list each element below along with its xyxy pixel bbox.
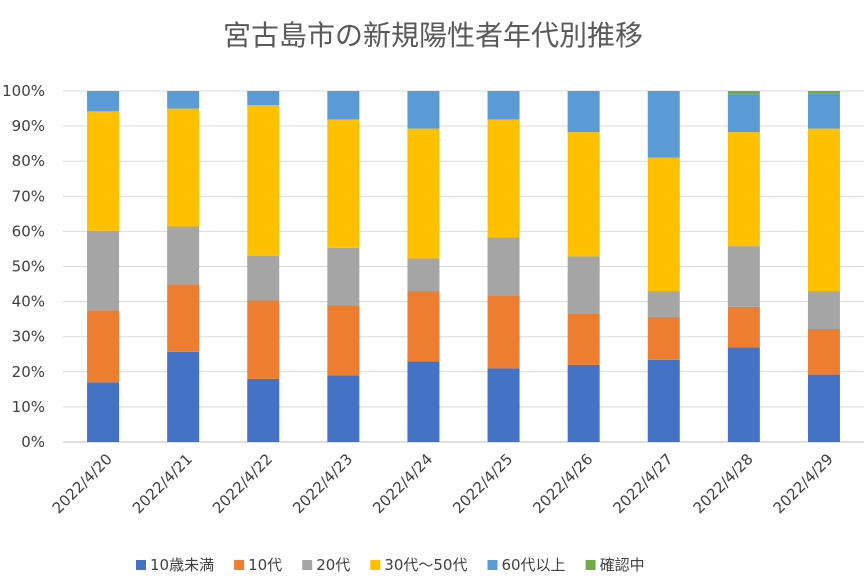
- bar-segment: [807, 374, 840, 442]
- x-tick-label: 2022/4/27: [609, 450, 676, 517]
- legend-label: 確認中: [600, 556, 645, 574]
- bar-segment: [407, 361, 440, 442]
- bar-segment: [647, 91, 680, 158]
- bars: [87, 91, 840, 442]
- x-tick-label: 2022/4/28: [690, 450, 757, 517]
- bar-segment: [327, 305, 360, 376]
- bar-segment: [727, 132, 760, 247]
- y-tick-label: 40%: [12, 293, 45, 311]
- x-tick-label: 2022/4/22: [209, 450, 276, 517]
- bar-segment: [567, 364, 600, 442]
- bar-segment: [167, 226, 200, 285]
- x-tick-label: 2022/4/29: [770, 450, 837, 517]
- bar-segment: [327, 247, 360, 306]
- bar-segment: [407, 291, 440, 362]
- bar-segment: [487, 237, 520, 296]
- legend-swatch: [585, 560, 596, 570]
- bar-segment: [167, 284, 200, 352]
- bar-segment: [87, 310, 120, 383]
- bar-segment: [167, 91, 200, 109]
- x-tick-label: 2022/4/24: [369, 450, 436, 517]
- legend-swatch: [302, 560, 313, 570]
- bar-segment: [487, 295, 520, 369]
- bar-segment: [567, 132, 600, 257]
- bar-segment: [407, 91, 440, 129]
- bar-segment: [247, 378, 280, 442]
- bar-segment: [647, 157, 680, 292]
- x-tick-label: 2022/4/25: [449, 450, 516, 517]
- x-tick-label: 2022/4/23: [289, 450, 356, 517]
- y-tick-label: 10%: [12, 398, 45, 416]
- bar-segment: [407, 258, 440, 292]
- bar-segment: [327, 119, 360, 248]
- chart-title: 宮古島市の新規陽性者年代別推移: [223, 19, 643, 52]
- bar-segment: [647, 359, 680, 442]
- legend-item: 10代: [234, 556, 282, 574]
- legend-item: 60代以上: [487, 556, 566, 574]
- bar-segment: [487, 91, 520, 120]
- y-tick-label: 0%: [21, 433, 45, 451]
- x-axis: 2022/4/20 2022/4/21 2022/4/22 2022/4/23 2022…: [49, 450, 837, 517]
- bar-segment: [567, 91, 600, 133]
- bar-segment: [167, 108, 200, 227]
- legend-item: 10歳未満: [136, 556, 214, 574]
- bar-segment: [727, 91, 760, 95]
- legend-label: 10歳未満: [150, 556, 214, 574]
- bar-segment: [247, 255, 280, 301]
- bar-segment: [807, 93, 840, 129]
- legend-swatch: [234, 560, 245, 570]
- y-tick-label: 80%: [12, 152, 45, 170]
- bar-segment: [247, 91, 280, 106]
- bar-segment: [87, 382, 120, 442]
- legend-label: 10代: [248, 556, 282, 574]
- y-tick-label: 30%: [12, 328, 45, 346]
- y-tick-label: 70%: [12, 187, 45, 205]
- bar-segment: [167, 351, 200, 442]
- legend-label: 60代以上: [501, 556, 565, 574]
- legend-label: 30代～50代: [384, 556, 467, 574]
- bar-segment: [807, 128, 840, 292]
- bar-segment: [487, 119, 520, 238]
- bar-segment: [87, 230, 120, 311]
- bar-segment: [727, 246, 760, 307]
- bar-segment: [647, 317, 680, 360]
- bar-segment: [407, 128, 440, 259]
- y-tick-label: 50%: [12, 258, 45, 276]
- y-axis: 0% 10% 20% 30% 40% 50% 60% 70% 80% 90% 100%: [2, 82, 45, 451]
- bar-segment: [647, 291, 680, 318]
- legend-swatch: [370, 560, 381, 570]
- bar-segment: [727, 94, 760, 133]
- x-tick-label: 2022/4/20: [49, 450, 116, 517]
- legend-swatch: [487, 560, 498, 570]
- bar-segment: [567, 256, 600, 314]
- bar-segment: [327, 91, 360, 120]
- x-tick-label: 2022/4/26: [529, 450, 596, 517]
- legend: 10歳未満 10代 20代 30代～50代 60代以上 確認中: [136, 556, 645, 574]
- bar-segment: [87, 111, 120, 231]
- legend-item: 20代: [302, 556, 350, 574]
- bar-segment: [807, 91, 840, 94]
- y-tick-label: 90%: [12, 117, 45, 135]
- bar-segment: [567, 313, 600, 365]
- bar-segment: [487, 368, 520, 442]
- bar-segment: [87, 91, 120, 112]
- legend-swatch: [136, 560, 146, 570]
- bar-segment: [327, 375, 360, 442]
- legend-label: 20代: [316, 556, 350, 574]
- bar-segment: [247, 300, 280, 379]
- x-tick-label: 2022/4/21: [129, 450, 196, 517]
- bar-segment: [247, 105, 280, 256]
- y-tick-label: 20%: [12, 363, 45, 381]
- y-tick-label: 100%: [2, 82, 45, 100]
- bar-segment: [727, 347, 760, 442]
- bar-segment: [727, 306, 760, 348]
- bar-segment: [807, 291, 840, 329]
- legend-item: 30代～50代: [370, 556, 467, 574]
- legend-item: 確認中: [585, 556, 645, 574]
- bar-segment: [807, 328, 840, 375]
- y-tick-label: 60%: [12, 222, 45, 240]
